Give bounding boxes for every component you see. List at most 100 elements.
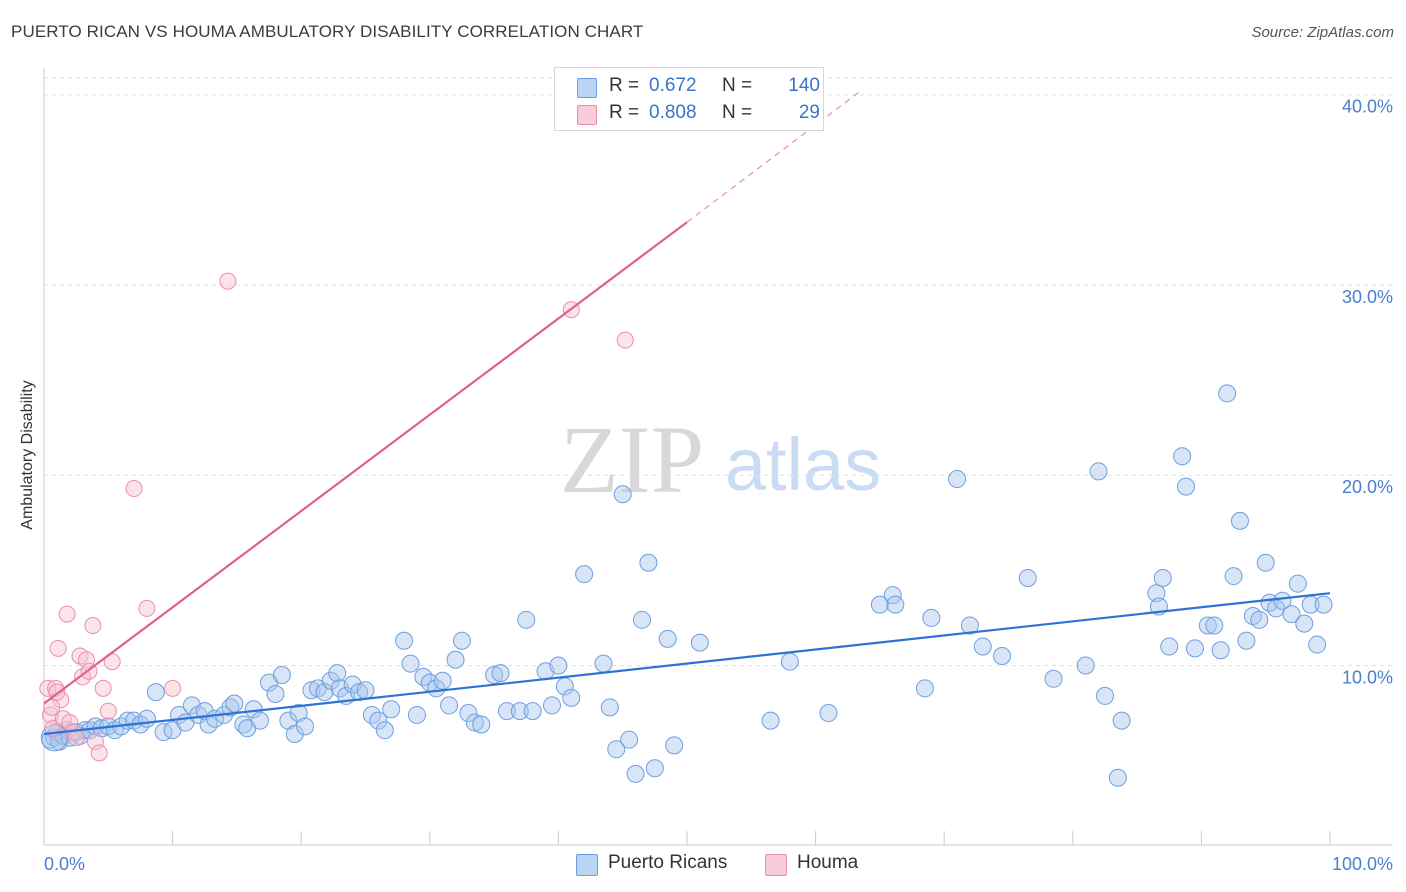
data-point-puerto-ricans (369, 711, 388, 730)
trend-line-puerto-ricans (43, 592, 1331, 736)
data-point-puerto-ricans (600, 698, 619, 717)
data-point-puerto-ricans (1250, 610, 1269, 629)
data-point-puerto-ricans (594, 654, 613, 673)
data-point-puerto-ricans (1288, 574, 1307, 593)
data-point-puerto-ricans (485, 665, 504, 684)
data-point-puerto-ricans (517, 610, 536, 629)
data-point-puerto-ricans (1256, 553, 1275, 572)
data-point-puerto-ricans (285, 724, 304, 743)
data-point-puerto-ricans (315, 683, 334, 702)
legend-label: Houma (797, 852, 859, 873)
data-point-houma (84, 617, 102, 635)
data-point-puerto-ricans (137, 709, 156, 728)
data-point-puerto-ricans (922, 608, 941, 627)
data-point-puerto-ricans (1218, 384, 1237, 403)
data-point-puerto-ricans (1153, 568, 1172, 587)
x-tick-label: 0.0% (44, 854, 85, 874)
source-label: Source: ZipAtlas.com (1251, 24, 1394, 41)
y-tick-label: 10.0% (1342, 667, 1393, 687)
data-point-puerto-ricans (886, 595, 905, 614)
data-point-puerto-ricans (761, 711, 780, 730)
data-point-puerto-ricans (1295, 614, 1314, 633)
trend-line-houma (43, 221, 688, 705)
data-point-puerto-ricans (395, 631, 414, 650)
data-point-puerto-ricans (1173, 447, 1192, 466)
data-point-puerto-ricans (1176, 477, 1195, 496)
data-point-puerto-ricans (375, 721, 394, 740)
legend-pink-swatch (765, 854, 787, 876)
data-point-puerto-ricans (523, 702, 542, 721)
data-point-puerto-ricans (401, 654, 420, 673)
data-point-houma (86, 733, 104, 751)
data-point-puerto-ricans (510, 702, 529, 721)
data-point-puerto-ricans (266, 685, 285, 704)
data-point-puerto-ricans (960, 616, 979, 635)
data-point-puerto-ricans (620, 730, 639, 749)
data-point-puerto-ricans (1273, 591, 1292, 610)
data-point-puerto-ricans (645, 759, 664, 778)
data-point-puerto-ricans (993, 646, 1012, 665)
data-point-puerto-ricans (1095, 686, 1114, 705)
x-tick-label: 100.0% (1332, 854, 1393, 874)
n-label: N = (722, 102, 753, 123)
data-point-houma (99, 702, 117, 720)
y-tick-label: 20.0% (1342, 477, 1393, 497)
data-point-houma (616, 331, 634, 349)
data-point-houma (125, 480, 143, 498)
data-point-puerto-ricans (1198, 616, 1217, 635)
data-point-puerto-ricans (321, 671, 340, 690)
data-point-puerto-ricans (1112, 711, 1131, 730)
data-point-puerto-ricans (146, 683, 165, 702)
data-point-puerto-ricans (549, 656, 568, 675)
data-point-houma (219, 272, 237, 290)
data-point-puerto-ricans (1185, 639, 1204, 658)
stats-box: R = 0.672 N = 140 R = 0.808 N = 29 (554, 67, 824, 131)
data-point-puerto-ricans (446, 650, 465, 669)
data-point-puerto-ricans (562, 688, 581, 707)
data-point-puerto-ricans (1314, 595, 1333, 614)
data-point-puerto-ricans (1237, 631, 1256, 650)
data-point-houma (43, 698, 61, 716)
data-point-puerto-ricans (607, 740, 626, 759)
data-point-puerto-ricans (915, 679, 934, 698)
data-point-puerto-ricans (632, 610, 651, 629)
chart-title: PUERTO RICAN VS HOUMA AMBULATORY DISABIL… (11, 22, 644, 41)
data-point-houma (94, 679, 112, 697)
data-point-puerto-ricans (780, 652, 799, 671)
data-point-puerto-ricans (1230, 511, 1249, 530)
data-point-puerto-ricans (350, 683, 369, 702)
data-point-puerto-ricans (690, 633, 709, 652)
data-point-houma (164, 679, 182, 697)
n-value: 140 (788, 75, 820, 96)
data-point-puerto-ricans (658, 629, 677, 648)
data-point-puerto-ricans (491, 664, 510, 683)
data-point-puerto-ricans (296, 717, 315, 736)
data-point-puerto-ricans (1108, 768, 1127, 787)
data-point-puerto-ricans (459, 704, 478, 723)
data-point-puerto-ricans (1089, 462, 1108, 481)
data-point-puerto-ricans (328, 664, 347, 683)
data-point-puerto-ricans (613, 485, 632, 504)
data-point-puerto-ricans (1205, 616, 1224, 635)
data-point-houma (49, 639, 67, 657)
data-point-puerto-ricans (665, 736, 684, 755)
data-point-puerto-ricans (1147, 584, 1166, 603)
data-point-puerto-ricans (575, 565, 594, 584)
legend-blue-swatch (576, 854, 598, 876)
y-tick-label: 40.0% (1342, 97, 1393, 117)
blue-swatch (577, 78, 597, 98)
data-point-puerto-ricans (870, 595, 889, 614)
data-point-puerto-ricans (542, 696, 561, 715)
data-point-puerto-ricans (1018, 568, 1037, 587)
watermark-atlas: atlas (725, 423, 881, 506)
data-point-houma (67, 729, 85, 747)
data-point-houma (90, 744, 108, 762)
data-point-puerto-ricans (973, 637, 992, 656)
data-point-houma (138, 599, 156, 617)
data-point-puerto-ricans (382, 700, 401, 719)
data-point-puerto-ricans (1076, 656, 1095, 675)
data-point-puerto-ricans (1224, 567, 1243, 586)
data-point-puerto-ricans (1308, 635, 1327, 654)
pink-swatch (577, 105, 597, 125)
